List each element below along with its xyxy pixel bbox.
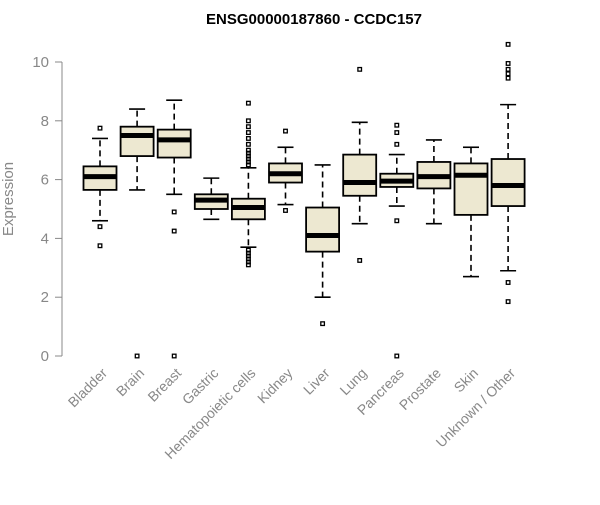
outlier-point (394, 141, 400, 147)
outlier-point (171, 228, 177, 234)
outlier-point (394, 122, 400, 128)
outlier-point (245, 100, 251, 106)
outlier-point (245, 250, 251, 256)
outlier-point (171, 353, 177, 359)
box-breast (156, 99, 192, 359)
outlier-point (357, 257, 363, 263)
iqr-box (490, 158, 526, 207)
outlier-point (505, 75, 511, 81)
outlier-point (505, 41, 511, 47)
x-tick-label: Breast (144, 365, 184, 405)
outlier-point (245, 153, 251, 159)
outlier-point (97, 243, 103, 249)
box-hematopoietic-cells (230, 100, 266, 268)
box-bladder (82, 125, 118, 249)
box-kidney (268, 128, 303, 213)
iqr-box (119, 125, 155, 157)
outlier-point (283, 128, 288, 134)
outlier-point (245, 253, 251, 259)
iqr-box (305, 206, 341, 253)
outlier-point (97, 125, 103, 131)
y-tick-label: 8 (41, 113, 49, 130)
y-tick-label: 2 (41, 289, 49, 306)
outlier-point (505, 61, 511, 66)
outlier-point (245, 156, 251, 162)
outlier-point (505, 71, 511, 77)
box-prostate (416, 139, 452, 225)
y-axis: 0 2 4 6 8 10 (32, 54, 63, 365)
outlier-point (245, 118, 251, 124)
outlier-point (505, 280, 511, 285)
outlier-point (505, 66, 511, 72)
outlier-point (245, 259, 251, 265)
y-axis-label: Expression (0, 162, 17, 236)
outlier-point (394, 353, 400, 359)
outlier-point (357, 66, 363, 72)
outlier-point (245, 150, 251, 156)
x-tick-label: Prostate (396, 365, 444, 413)
outlier-point (394, 218, 400, 224)
box-lung (342, 66, 378, 263)
outlier-point (245, 135, 251, 141)
x-tick-label: Kidney (254, 365, 296, 407)
box-gastric (193, 177, 229, 221)
outlier-point (245, 141, 251, 147)
box-liver (305, 164, 341, 327)
box-unknown-other (490, 41, 526, 305)
outlier-point (245, 130, 251, 136)
y-tick-label: 4 (41, 230, 49, 247)
outlier-point (245, 159, 251, 165)
outlier-point (97, 224, 103, 230)
y-tick-label: 6 (41, 172, 49, 189)
box-skin (453, 146, 489, 278)
y-tick-label: 10 (32, 54, 49, 71)
outlier-point (245, 262, 251, 268)
x-tick-label: Brain (113, 365, 147, 399)
outlier-point (283, 208, 288, 213)
outlier-point (245, 247, 251, 253)
outlier-point (134, 353, 140, 359)
x-tick-label: Skin (451, 365, 482, 396)
box-pancreas (379, 122, 415, 359)
outlier-point (245, 147, 251, 153)
iqr-box (156, 128, 192, 159)
y-tick-label: 0 (41, 348, 49, 365)
outlier-point (394, 130, 400, 136)
x-tick-label: Bladder (65, 365, 111, 411)
outlier-point (505, 299, 511, 305)
outlier-point (245, 256, 251, 262)
outlier-point (171, 209, 177, 215)
outlier-point (320, 321, 326, 327)
box-series (82, 41, 526, 359)
box-brain (119, 108, 155, 359)
x-tick-label: Liver (300, 365, 333, 398)
outlier-point (245, 124, 251, 130)
x-tick-label: Lung (336, 365, 369, 398)
outlier-point (245, 162, 251, 168)
chart-title: ENSG00000187860 - CCDC157 (206, 11, 422, 28)
iqr-box (342, 153, 378, 197)
iqr-box (453, 162, 489, 216)
